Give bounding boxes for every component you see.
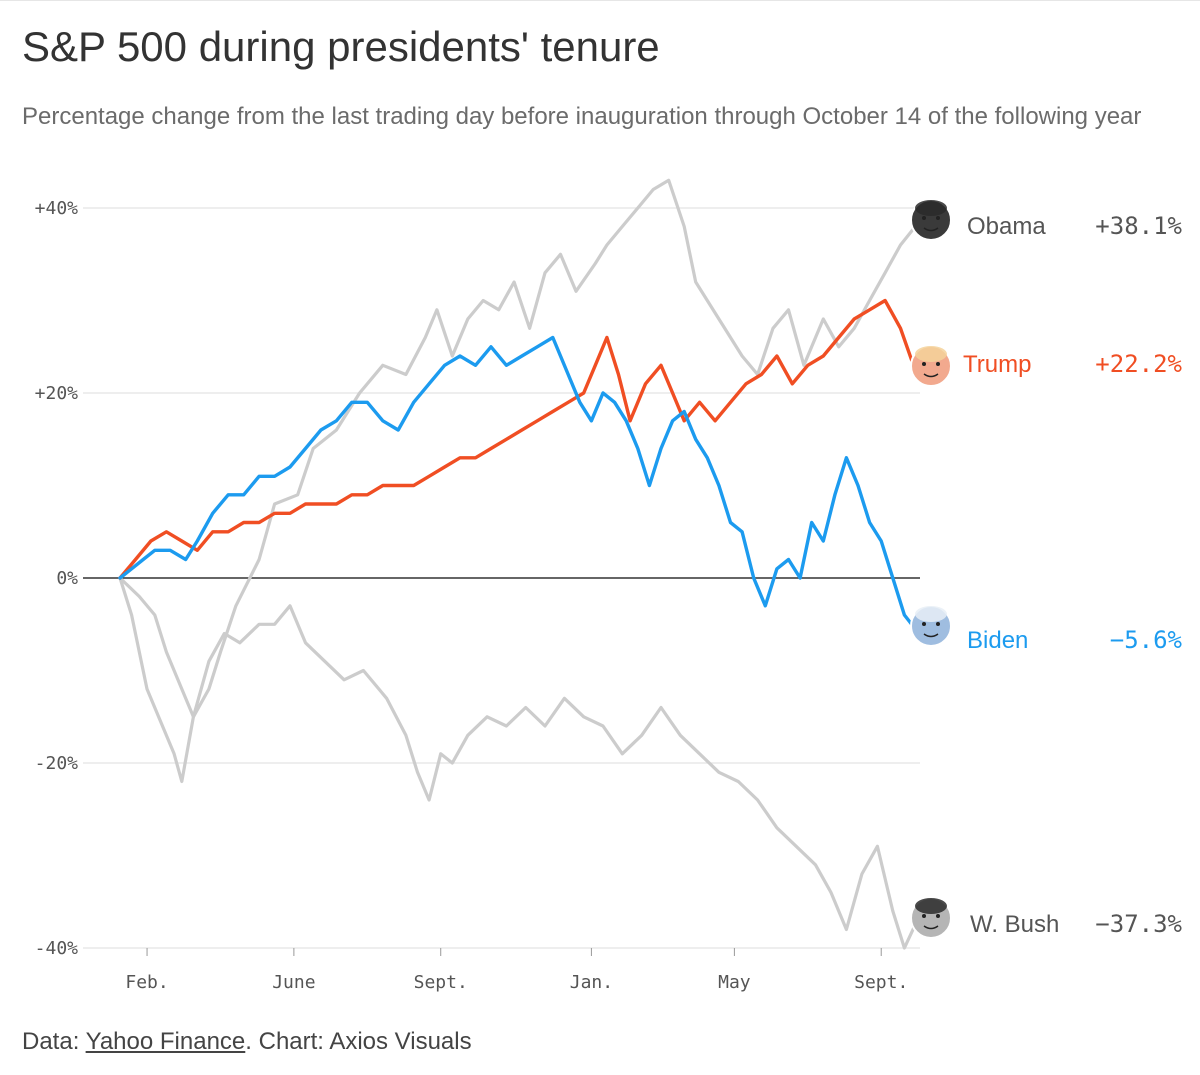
obama-eye-left-icon <box>922 216 926 220</box>
line-chart: +40% +20% 0% -20% -40% Feb. June Sept. Jan. May Se… <box>35 178 1183 993</box>
x-tick-label: Feb. <box>125 972 168 993</box>
end-label-bush: W. Bush −37.3% <box>910 897 1183 939</box>
series-name-obama: Obama <box>967 213 1046 240</box>
trump-eye-right-icon <box>936 362 940 366</box>
series-name-bush: W. Bush <box>970 911 1059 938</box>
series-line-bush <box>118 576 918 950</box>
series-line-trump <box>118 298 918 580</box>
y-tick-label: +40% <box>35 198 79 219</box>
y-tick-label: 0% <box>56 568 78 589</box>
footer-data-prefix: Data: <box>22 1028 86 1055</box>
source-link[interactable]: Yahoo Finance <box>85 1028 246 1055</box>
series-name-biden: Biden <box>967 627 1028 654</box>
y-tick-label: -20% <box>35 753 79 774</box>
x-tick-label: Sept. <box>854 972 908 993</box>
series-line-biden <box>118 335 918 632</box>
obama-mouth-icon <box>923 227 939 232</box>
series-line-obama <box>118 178 918 784</box>
end-label-biden: Biden −5.6% <box>910 605 1183 654</box>
chart-title: S&P 500 during presidents' tenure <box>22 23 660 70</box>
biden-eye-left-icon <box>922 622 926 626</box>
top-divider <box>0 0 1200 1</box>
end-label-obama: Obama +38.1% <box>910 199 1183 241</box>
series-name-trump: Trump <box>963 351 1031 378</box>
bush-hair-icon <box>915 898 947 914</box>
series-value-bush: −37.3% <box>1095 910 1182 938</box>
obama-hair-icon <box>915 200 947 216</box>
y-tick-label: +20% <box>35 383 79 404</box>
bush-eye-right-icon <box>936 914 940 918</box>
bush-mouth-icon <box>923 925 939 930</box>
chart-footer: Data: Yahoo Finance. Chart: Axios Visual… <box>22 1026 472 1058</box>
biden-hair-icon <box>915 606 947 622</box>
x-tick-label: June <box>272 972 315 993</box>
biden-eye-right-icon <box>936 622 940 626</box>
end-label-trump: Trump +22.2% <box>910 345 1183 387</box>
series-value-biden: −5.6% <box>1110 626 1183 654</box>
trump-mouth-icon <box>923 373 939 378</box>
series-value-trump: +22.2% <box>1095 350 1182 378</box>
x-tick-label: Jan. <box>570 972 613 993</box>
chart-subtitle: Percentage change from the last trading … <box>22 103 1142 130</box>
x-tick-label: Sept. <box>414 972 468 993</box>
bush-eye-left-icon <box>922 914 926 918</box>
trump-eye-left-icon <box>922 362 926 366</box>
trump-hair-icon <box>915 346 947 362</box>
biden-mouth-icon <box>923 633 939 638</box>
obama-eye-right-icon <box>936 216 940 220</box>
footer-credit: . Chart: Axios Visuals <box>245 1028 472 1055</box>
x-tick-label: May <box>718 972 751 993</box>
series-value-obama: +38.1% <box>1095 212 1182 240</box>
y-tick-label: -40% <box>35 938 79 959</box>
